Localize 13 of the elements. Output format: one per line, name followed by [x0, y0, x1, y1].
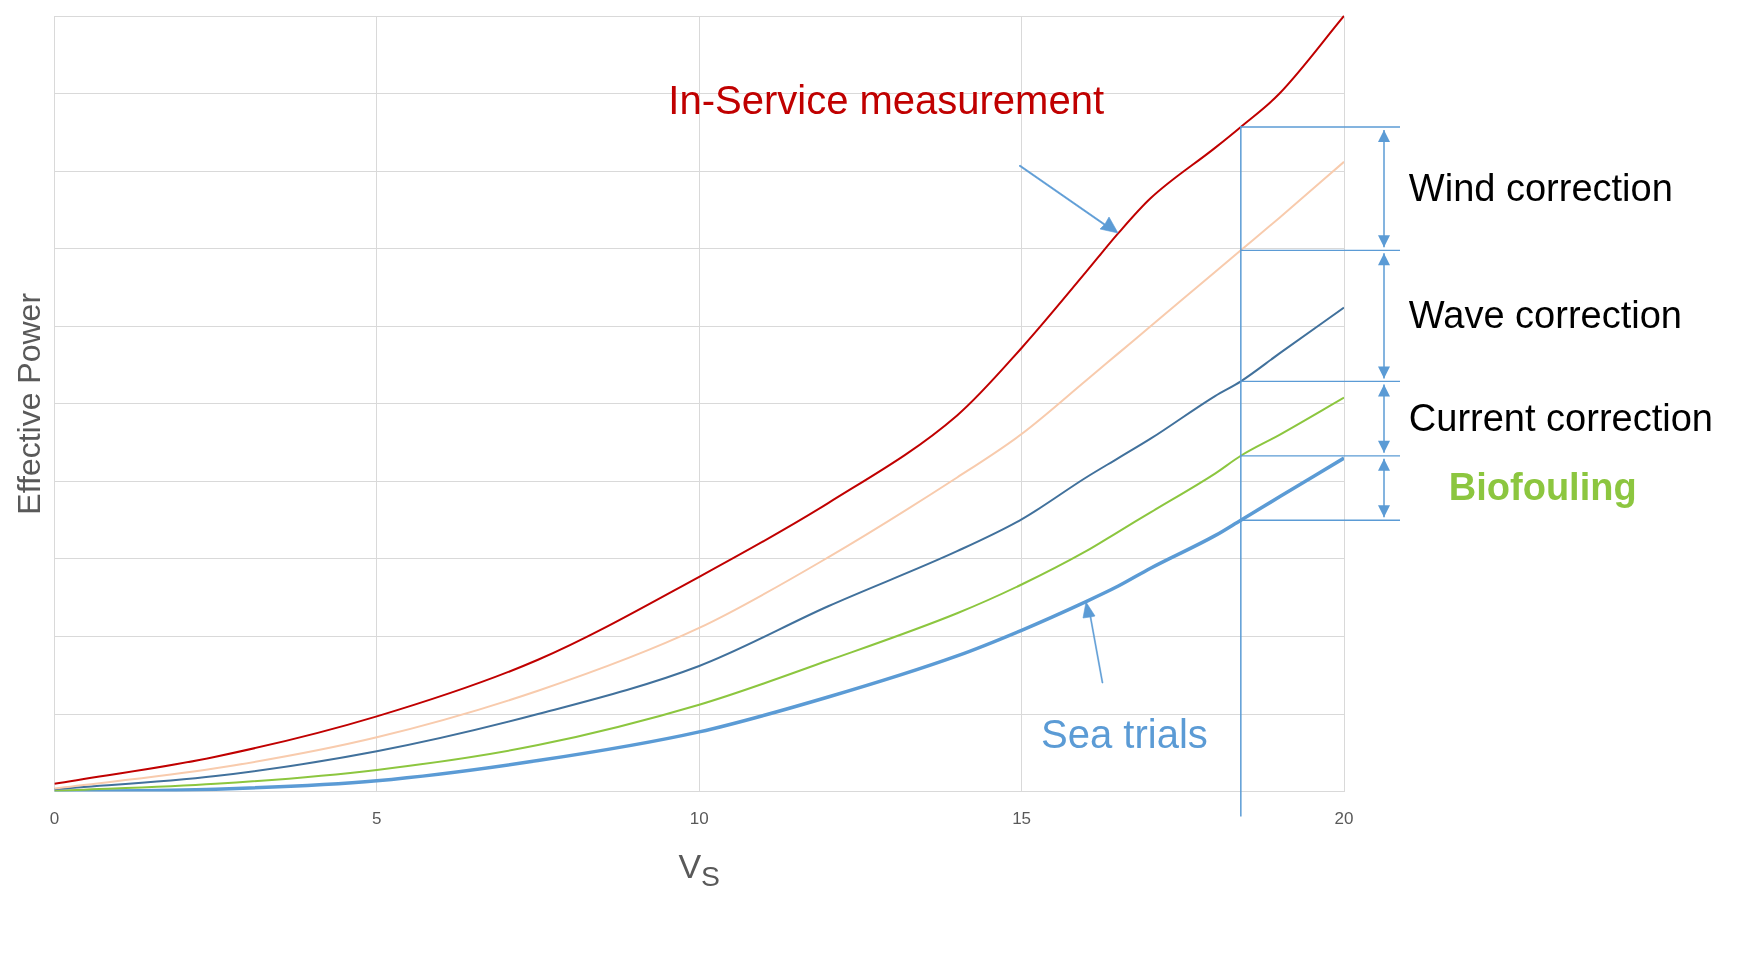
text: Current correction — [1408, 396, 1713, 440]
y-axis-title: Effective Power — [11, 292, 48, 515]
x-tick-label: 15 — [1012, 809, 1032, 829]
text: Wind correction — [1408, 166, 1673, 210]
x-tick-label: 5 — [372, 809, 382, 829]
x-tick-label: 10 — [689, 809, 709, 829]
annotation: Sea trials — [1041, 711, 1208, 757]
x-axis-title: V$_{S}$ — [677, 846, 721, 893]
text: Wave correction — [1408, 293, 1682, 337]
x-tick-label: 20 — [1334, 809, 1354, 829]
annotation: In-Service measurement — [668, 78, 1105, 124]
text: Biofouling — [1448, 465, 1637, 509]
x-tick-label: 0 — [49, 809, 60, 829]
